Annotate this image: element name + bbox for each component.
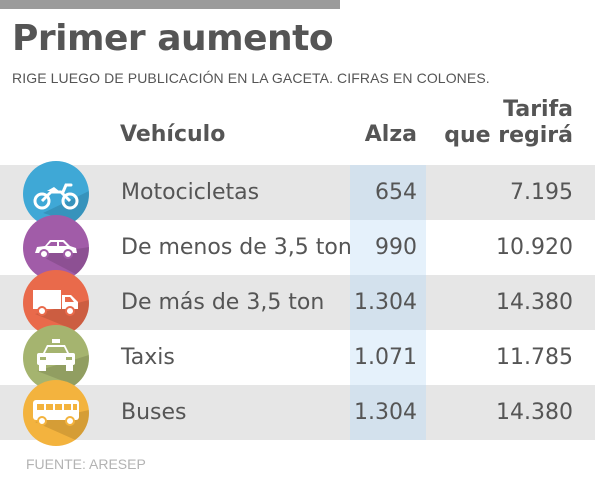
motorcycle-icon: [23, 161, 89, 227]
column-header-vehiculo: Vehículo: [120, 122, 226, 147]
alza-value: 654: [375, 180, 417, 205]
alza-highlight: [350, 330, 426, 385]
alza-value: 990: [375, 235, 417, 260]
vehicle-name: Taxis: [121, 345, 175, 370]
alza-highlight: [350, 165, 426, 220]
vehicle-name: Buses: [121, 400, 187, 425]
table-row-buses: Buses 1.304 14.380: [0, 380, 595, 446]
table-row-menos-3-5-ton: De menos de 3,5 ton 990 10.920: [0, 215, 595, 281]
bus-icon: [23, 380, 89, 446]
column-header-alza: Alza: [364, 122, 417, 147]
alza-highlight: [350, 385, 426, 440]
alza-highlight: [350, 275, 426, 330]
page-title: Primer aumento: [12, 18, 334, 59]
alza-value: 1.071: [354, 345, 417, 370]
top-rule: [0, 0, 340, 9]
tarifa-value: 10.920: [496, 235, 573, 260]
tarifa-value: 7.195: [510, 180, 573, 205]
vehicle-name: Motocicletas: [121, 180, 260, 205]
table-row-taxis: Taxis 1.071 11.785: [0, 325, 595, 391]
alza-highlight: [350, 220, 426, 275]
alza-value: 1.304: [354, 400, 417, 425]
tarifa-value: 14.380: [496, 400, 573, 425]
source-note: FUENTE: ARESEP: [26, 456, 146, 472]
column-header-tarifa: Tarifa que regirá: [444, 97, 573, 149]
column-header-tarifa-line1: Tarifa: [503, 97, 573, 122]
column-header-tarifa-line2: que regirá: [444, 123, 573, 148]
tarifa-value: 14.380: [496, 290, 573, 315]
table-row-motocicletas: Motocicletas 654 7.195: [0, 161, 595, 227]
vehicle-name: De más de 3,5 ton: [121, 290, 325, 315]
alza-value: 1.304: [354, 290, 417, 315]
vehicle-name: De menos de 3,5 ton: [121, 235, 352, 260]
page-subtitle: RIGE LUEGO DE PUBLICACIÓN EN LA GACETA. …: [12, 70, 490, 86]
tarifa-value: 11.785: [496, 345, 573, 370]
table-row-mas-3-5-ton: De más de 3,5 ton 1.304 14.380: [0, 270, 595, 336]
